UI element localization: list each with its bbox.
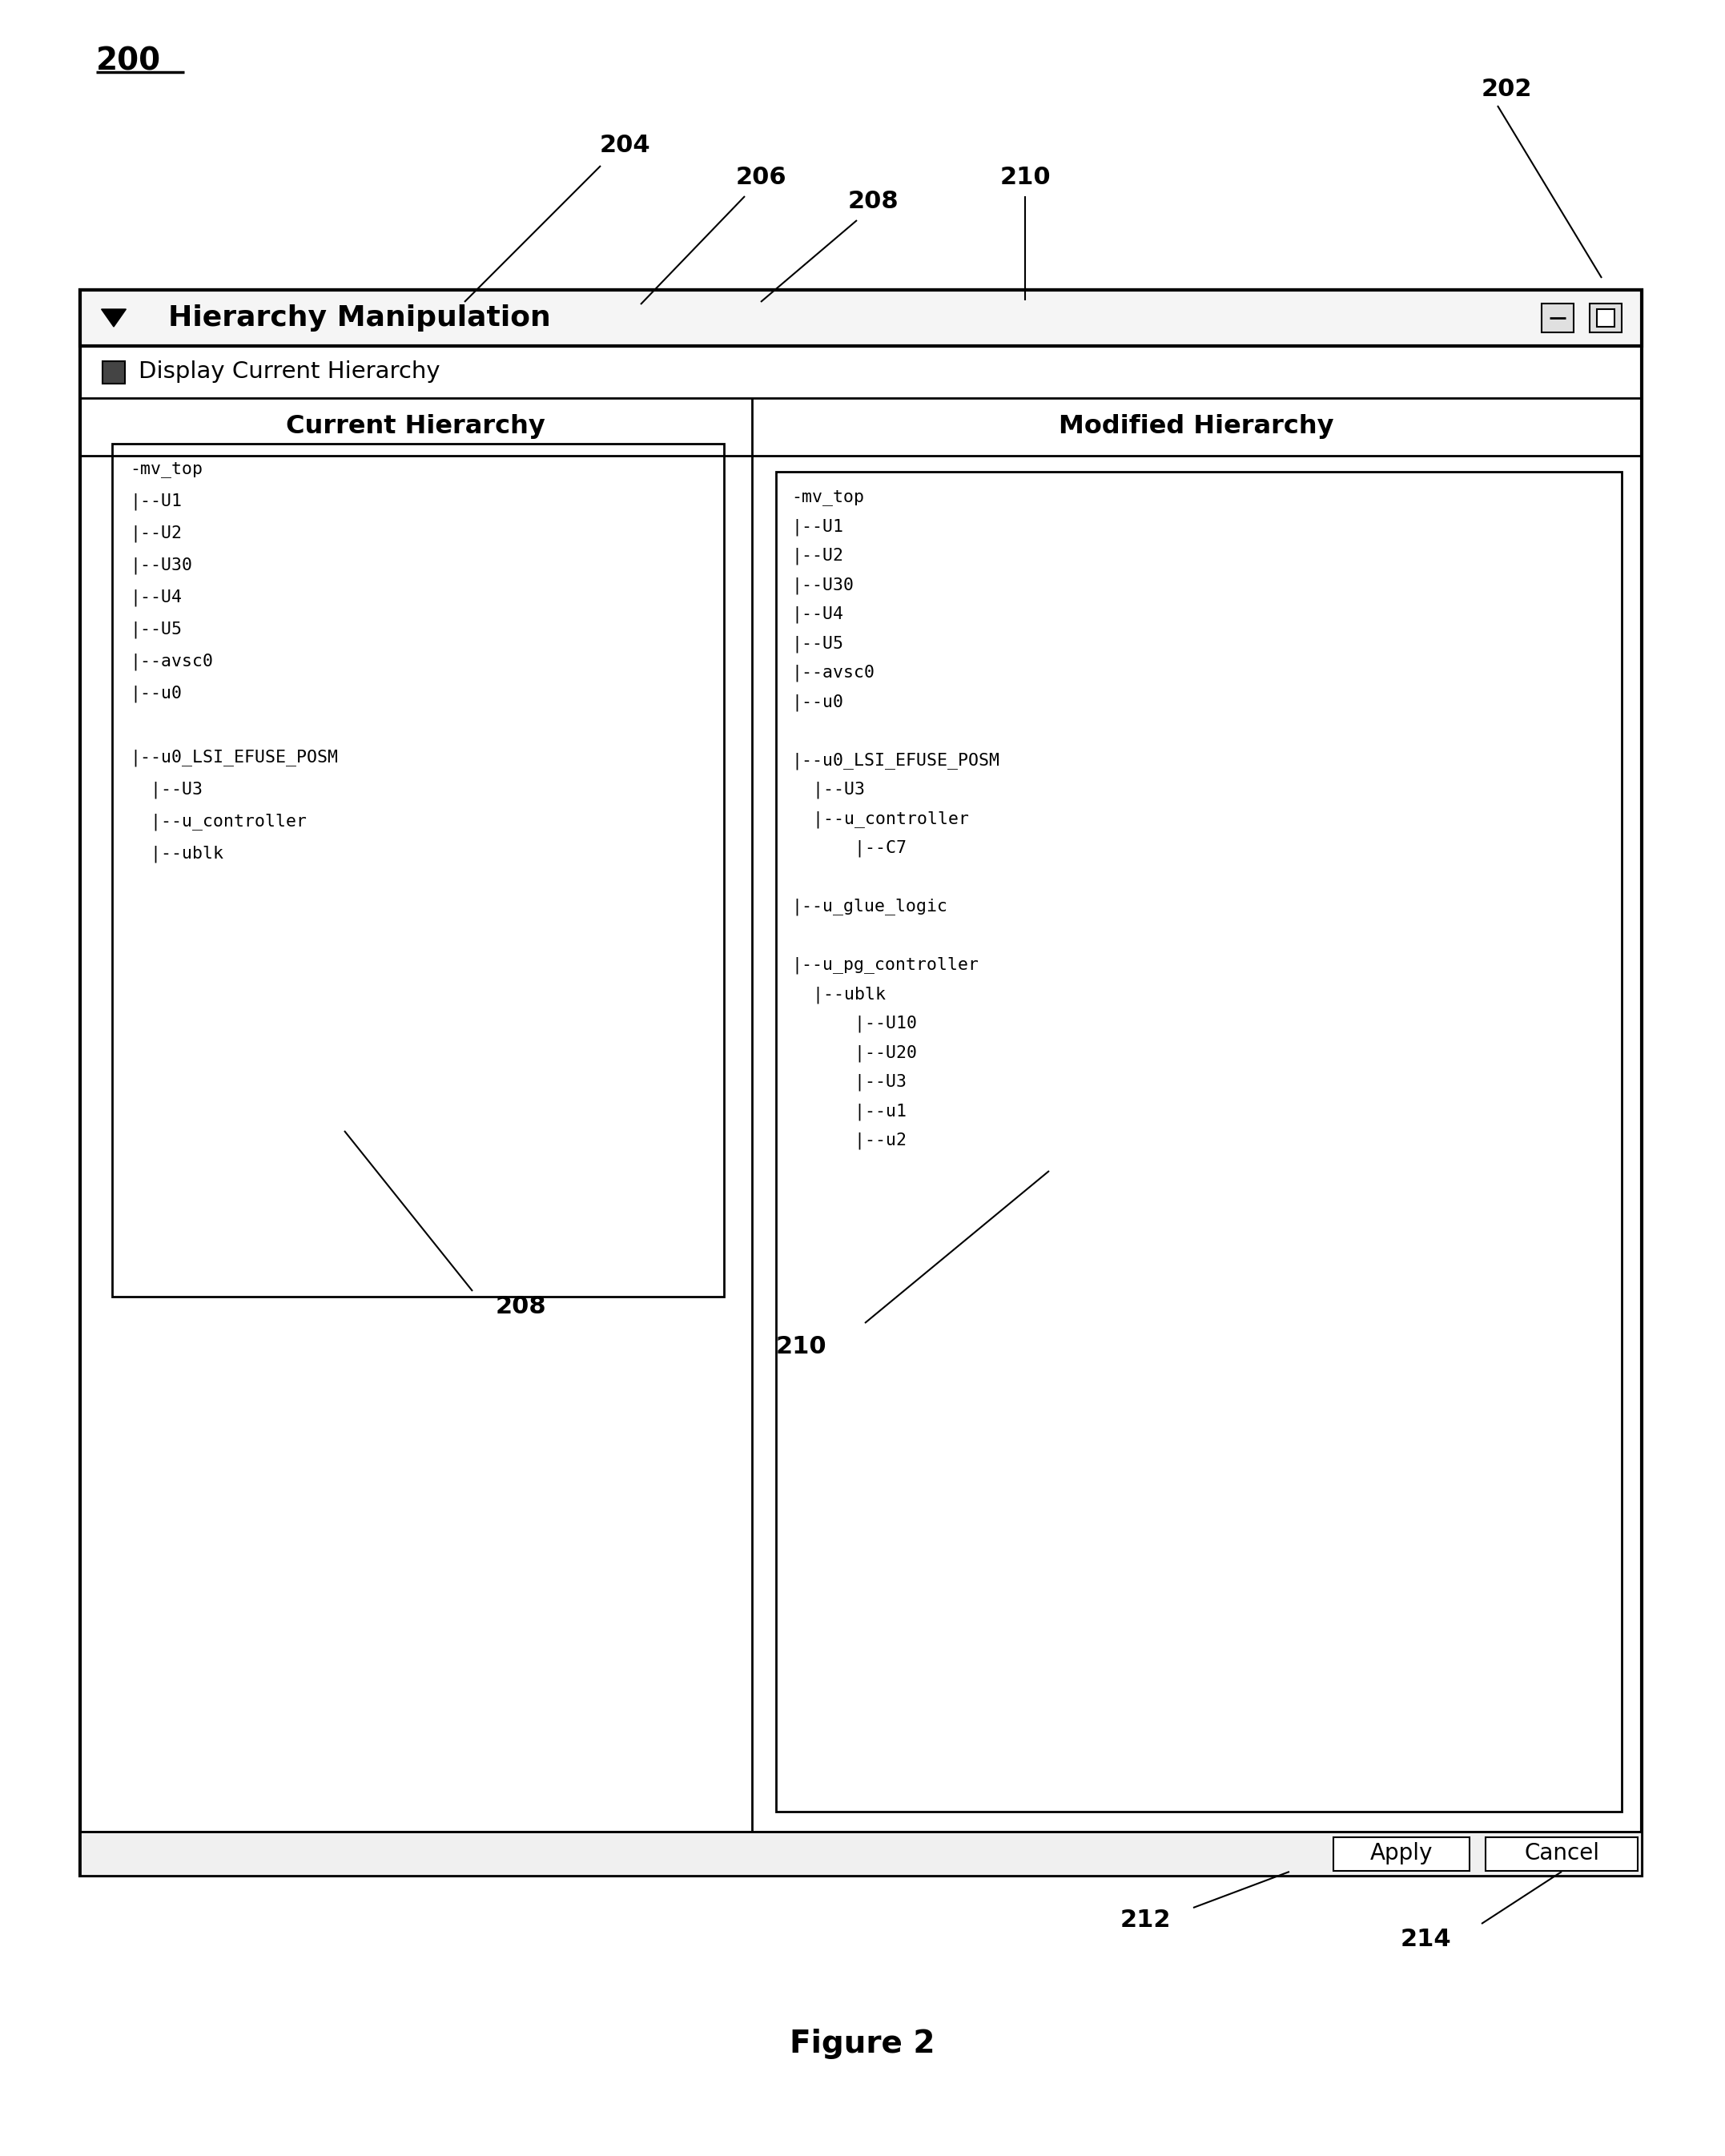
Text: 200: 200 xyxy=(97,45,160,75)
Text: |--u0: |--u0 xyxy=(129,686,181,703)
Text: |--u0_LSI_EFUSE_POSM: |--u0_LSI_EFUSE_POSM xyxy=(792,752,1000,770)
Bar xyxy=(1485,1837,1637,1871)
Text: -mv_top: -mv_top xyxy=(792,489,864,505)
Text: |--u_controller: |--u_controller xyxy=(129,813,307,830)
Text: |--C7: |--C7 xyxy=(792,841,906,858)
Bar xyxy=(102,362,124,384)
Text: |--U10: |--U10 xyxy=(792,1015,916,1033)
Text: 212: 212 xyxy=(1120,1908,1171,1932)
Text: |--u0: |--u0 xyxy=(792,694,844,711)
Text: 214: 214 xyxy=(1401,1927,1451,1951)
Text: 206: 206 xyxy=(735,166,787,190)
Text: |--U3: |--U3 xyxy=(792,1074,906,1091)
Text: 208: 208 xyxy=(495,1296,547,1319)
Text: |--U3: |--U3 xyxy=(129,783,202,800)
Text: |--u2: |--u2 xyxy=(792,1132,906,1149)
Text: Modified Hierarchy: Modified Hierarchy xyxy=(1059,414,1333,440)
Text: |--avsc0: |--avsc0 xyxy=(129,653,212,671)
Text: |--avsc0: |--avsc0 xyxy=(792,664,875,681)
Bar xyxy=(112,444,723,1296)
Text: |--U3: |--U3 xyxy=(792,783,864,800)
Bar xyxy=(79,289,1642,1876)
Text: 204: 204 xyxy=(599,134,650,157)
Bar xyxy=(1542,304,1573,332)
Text: 210: 210 xyxy=(775,1335,826,1358)
Text: |--u1: |--u1 xyxy=(792,1104,906,1121)
Text: |--U1: |--U1 xyxy=(129,494,181,511)
Text: |--u_glue_logic: |--u_glue_logic xyxy=(792,899,947,916)
Bar xyxy=(1590,304,1621,332)
Text: |--U5: |--U5 xyxy=(792,636,844,653)
Bar xyxy=(79,1833,1642,1876)
Text: |--U2: |--U2 xyxy=(129,526,181,543)
Text: |--U30: |--U30 xyxy=(792,578,854,595)
Text: |--U5: |--U5 xyxy=(129,621,181,638)
Text: Display Current Hierarchy: Display Current Hierarchy xyxy=(138,360,440,384)
Text: -mv_top: -mv_top xyxy=(129,461,202,476)
Text: Current Hierarchy: Current Hierarchy xyxy=(286,414,545,440)
Text: |--U4: |--U4 xyxy=(129,589,181,606)
Bar xyxy=(1333,1837,1470,1871)
Text: 210: 210 xyxy=(999,166,1051,190)
Polygon shape xyxy=(102,308,126,328)
Text: |--u_pg_controller: |--u_pg_controller xyxy=(792,957,980,975)
Text: Cancel: Cancel xyxy=(1523,1843,1599,1865)
Text: |--U20: |--U20 xyxy=(792,1046,916,1063)
Text: |--ublk: |--ublk xyxy=(129,845,224,862)
Text: |--U2: |--U2 xyxy=(792,548,844,565)
Text: |--U1: |--U1 xyxy=(792,520,844,537)
Text: |--ublk: |--ublk xyxy=(792,985,885,1003)
Text: Hierarchy Manipulation: Hierarchy Manipulation xyxy=(167,304,550,332)
Bar xyxy=(1597,308,1615,328)
Text: |--U4: |--U4 xyxy=(792,606,844,623)
Bar xyxy=(776,472,1621,1811)
Text: 202: 202 xyxy=(1482,78,1532,101)
Text: |--u0_LSI_EFUSE_POSM: |--u0_LSI_EFUSE_POSM xyxy=(129,750,338,768)
Text: Apply: Apply xyxy=(1370,1843,1433,1865)
Bar xyxy=(79,289,1642,345)
Text: |--U30: |--U30 xyxy=(129,558,191,576)
Text: 208: 208 xyxy=(847,190,899,213)
Text: Figure 2: Figure 2 xyxy=(790,2029,935,2059)
Text: |--u_controller: |--u_controller xyxy=(792,811,969,828)
